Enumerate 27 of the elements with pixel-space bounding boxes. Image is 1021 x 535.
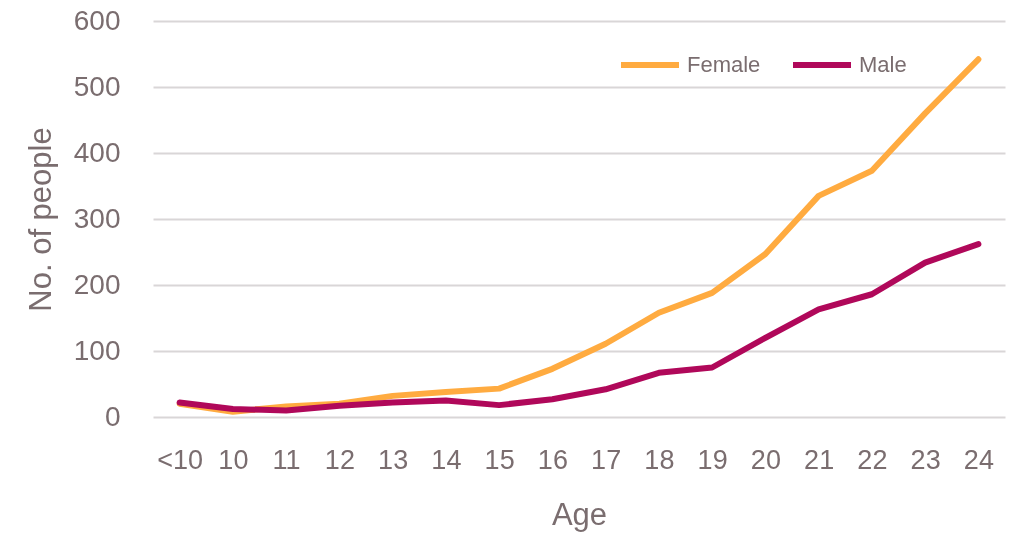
x-tick-label: 14 [431,444,462,475]
y-tick-label: 200 [73,268,121,300]
x-tick-label: 10 [218,444,249,475]
y-tick-label: 400 [73,136,121,168]
x-tick-label: 15 [484,444,515,475]
x-axis-title: Age [551,496,608,532]
x-tick-label: 13 [378,444,409,475]
x-tick-label: 24 [963,444,994,475]
x-tick-label: 20 [750,444,781,475]
y-tick-label: 100 [73,334,121,366]
legend-label: Female [687,52,761,77]
y-axis-title: No. of people [22,127,58,312]
legend-label: Male [859,52,907,77]
x-tick-label: 18 [644,444,675,475]
x-tick-label: 16 [537,444,568,475]
x-tick-label: 22 [857,444,888,475]
y-tick-label: 300 [73,202,121,234]
x-tick-label: 11 [272,444,301,475]
x-tick-label: 17 [591,444,622,475]
x-tick-label: 23 [910,444,941,475]
y-tick-label: 500 [73,70,121,102]
y-tick-label: 0 [104,400,121,432]
x-tick-label: 19 [697,444,728,475]
x-tick-label: 12 [324,444,355,475]
x-tick-label: 21 [804,444,835,475]
x-tick-label: <10 [157,444,204,475]
y-tick-label: 600 [73,4,121,36]
